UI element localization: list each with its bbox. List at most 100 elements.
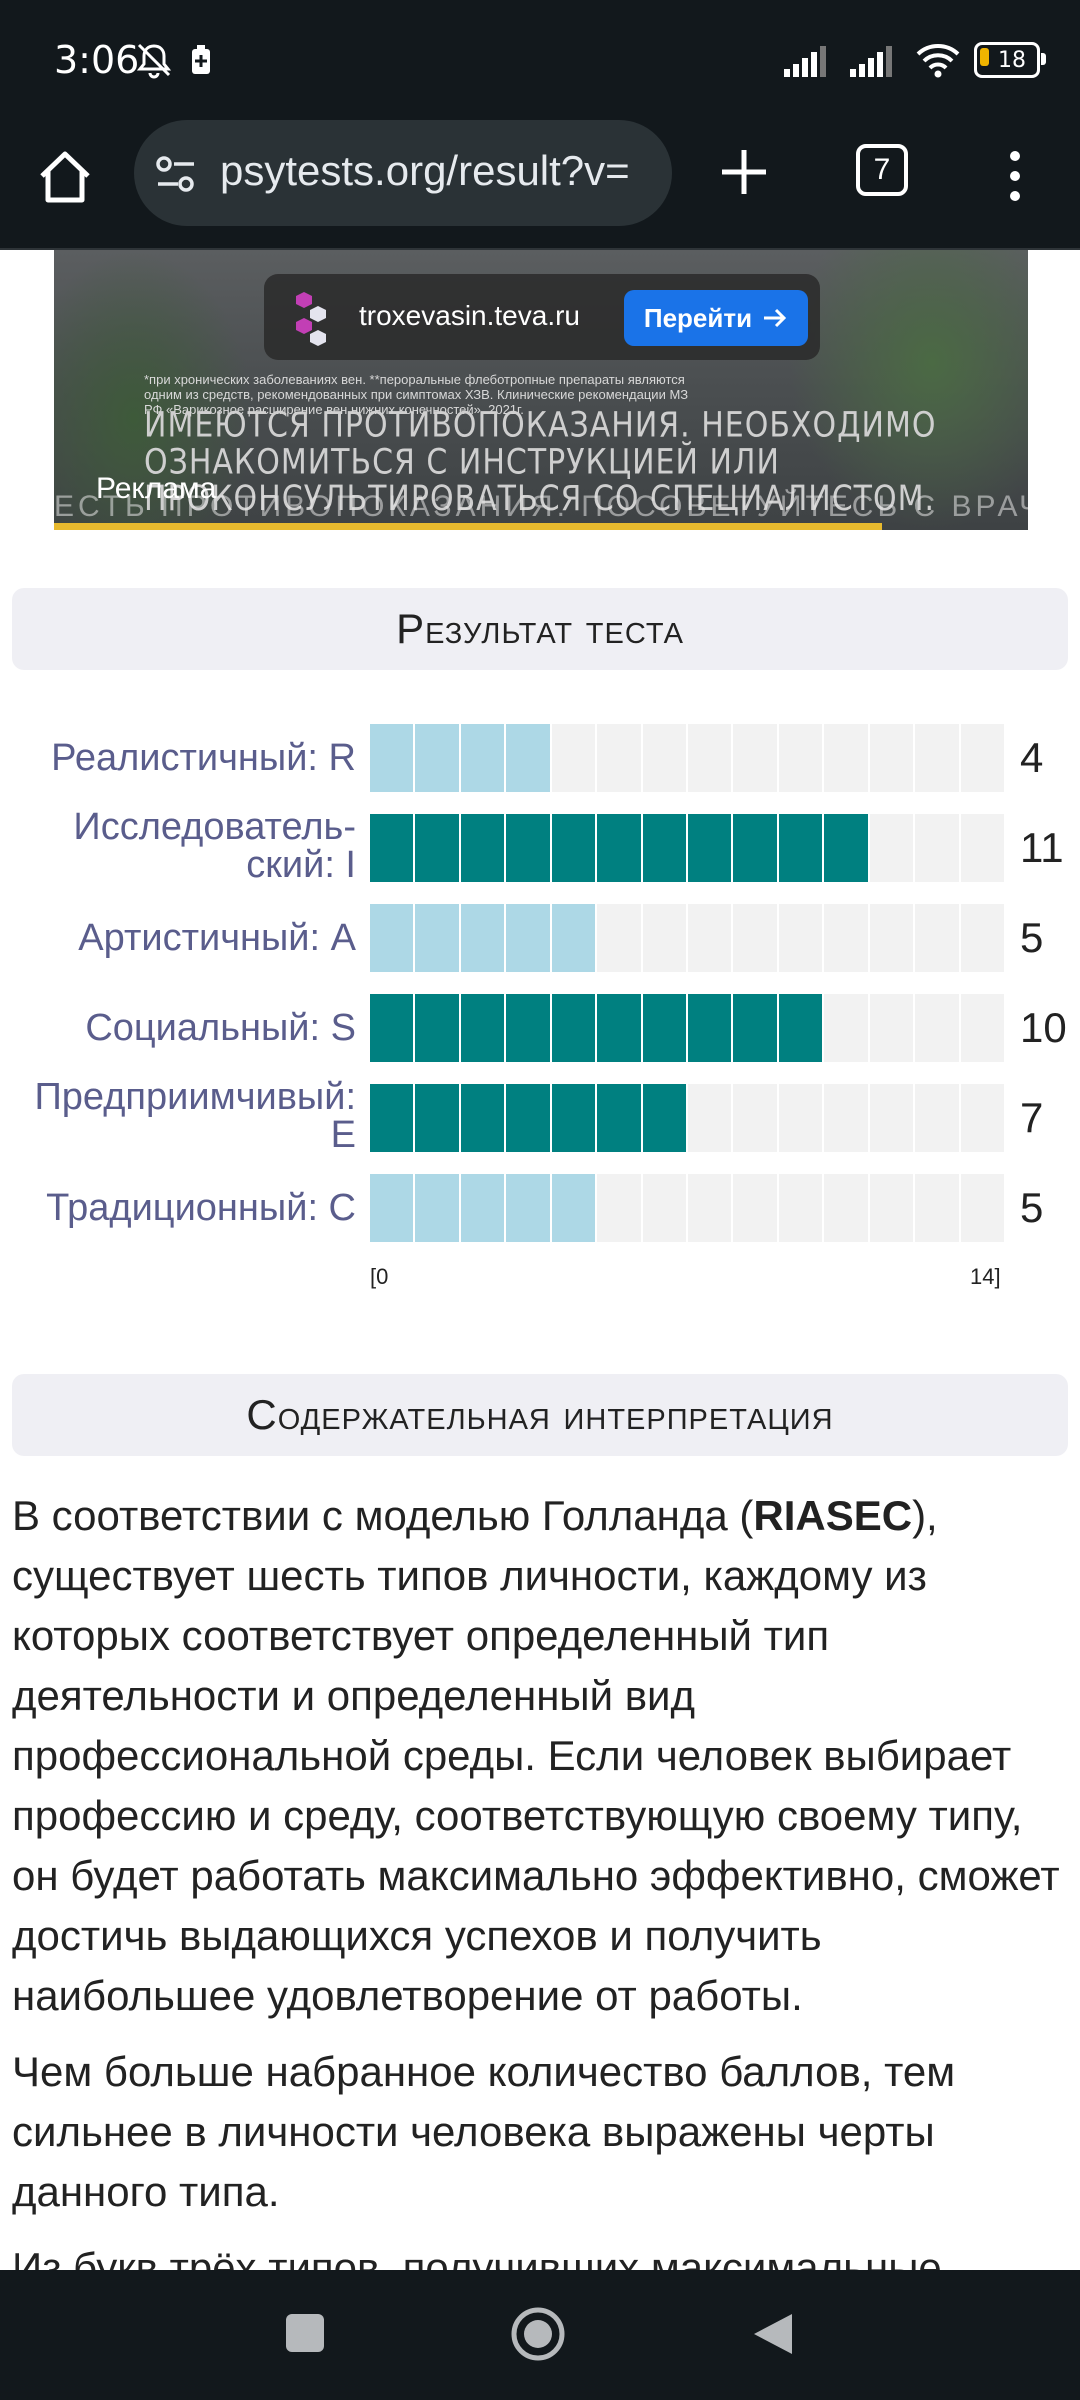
ad-go-button[interactable]: Перейти xyxy=(624,290,808,346)
bar-label: Исследователь-ский: I xyxy=(73,806,356,886)
empty-segment xyxy=(960,1084,1006,1152)
empty-segment xyxy=(960,1174,1006,1242)
bar-segment xyxy=(551,1174,598,1242)
bar-segment xyxy=(460,814,507,882)
bar-segment xyxy=(415,1084,461,1152)
empty-segment xyxy=(733,1084,779,1152)
bar-track xyxy=(370,994,1006,1062)
bar-segment xyxy=(415,814,461,882)
ad-banner[interactable]: *при хронических заболеваниях вен. **пер… xyxy=(54,250,1028,530)
status-time: 3:06 xyxy=(54,38,140,82)
bar-value: 7 xyxy=(1020,1094,1044,1141)
bar-segment xyxy=(506,994,552,1062)
empty-segment xyxy=(778,904,825,972)
bar-segment xyxy=(506,1084,552,1152)
axis-min-label: [0 xyxy=(370,1264,389,1289)
bar-segment xyxy=(733,994,779,1062)
system-nav-bar xyxy=(0,2270,1080,2400)
signal-icon xyxy=(784,46,826,77)
bar-value: 5 xyxy=(1020,1184,1044,1231)
address-bar[interactable]: psytests.org/result?v= xyxy=(134,120,672,226)
bar-segment xyxy=(415,994,461,1062)
empty-segment xyxy=(733,1174,779,1242)
interpretation-title-text: Содержательная интерпретация xyxy=(246,1391,834,1438)
bar-segment xyxy=(551,814,598,882)
bar-segment xyxy=(370,904,416,972)
empty-segment xyxy=(733,724,779,792)
bar-segment xyxy=(551,1084,598,1152)
new-tab-icon[interactable] xyxy=(714,142,774,202)
bar-value: 4 xyxy=(1020,734,1044,781)
result-title-text: Результат теста xyxy=(396,605,684,652)
bar-segment xyxy=(551,994,598,1062)
empty-segment xyxy=(915,724,961,792)
ad-warning-notice: Имеются противопоказания. Необходимо озн… xyxy=(144,405,937,520)
empty-segment xyxy=(869,904,916,972)
bar-segment xyxy=(370,1174,416,1242)
paragraph: В соответствии с моделью Голланда (RIASE… xyxy=(12,1492,1060,2019)
bar-segment xyxy=(370,814,416,882)
empty-segment xyxy=(597,1174,643,1242)
empty-segment xyxy=(551,724,598,792)
bar-label: Реалистичный: R xyxy=(51,737,356,779)
empty-segment xyxy=(915,1084,961,1152)
home-button[interactable] xyxy=(510,2306,566,2362)
recents-button[interactable] xyxy=(286,2314,324,2352)
bar-segment xyxy=(824,814,870,882)
back-button[interactable] xyxy=(750,2310,796,2358)
bar-segment xyxy=(597,994,643,1062)
bar-segment xyxy=(460,994,507,1062)
ad-go-label: Перейти xyxy=(643,302,753,333)
empty-segment xyxy=(915,994,961,1062)
empty-segment xyxy=(824,904,870,972)
bar-track xyxy=(370,1174,1006,1242)
bar-segment xyxy=(506,724,552,792)
paragraph: Из букв трёх типов, получивших максималь… xyxy=(12,2244,942,2272)
bar-segment xyxy=(460,904,507,972)
ad-bottom-notice: есть противопоказания. посоветуйтесь с в… xyxy=(54,490,1028,523)
bar-label: Артистичный: A xyxy=(78,917,356,959)
site-settings-icon[interactable] xyxy=(154,154,198,194)
empty-segment xyxy=(915,904,961,972)
bar-segment xyxy=(415,1174,461,1242)
tab-switcher-button[interactable]: 7 xyxy=(856,144,908,196)
empty-segment xyxy=(642,904,688,972)
bar-segment xyxy=(733,814,779,882)
riasec-bar-chart: Реалистичный: R 4 Исследователь-ский: I 11 А… xyxy=(0,700,1080,1300)
empty-segment xyxy=(960,904,1006,972)
bar-segment xyxy=(688,814,734,882)
more-menu-icon[interactable] xyxy=(1000,146,1030,206)
ad-domain: troxevasin.teva.ru xyxy=(359,300,580,331)
bar-segment xyxy=(506,814,552,882)
empty-segment xyxy=(960,814,1006,882)
empty-segment xyxy=(824,724,870,792)
bar-value: 5 xyxy=(1020,914,1044,961)
empty-segment xyxy=(688,724,734,792)
bar-segment xyxy=(778,814,825,882)
empty-segment xyxy=(778,1174,825,1242)
bar-track xyxy=(370,724,1006,792)
signal-icon xyxy=(850,46,892,77)
bar-track xyxy=(370,814,1006,882)
empty-segment xyxy=(778,724,825,792)
home-icon[interactable] xyxy=(30,142,100,212)
bar-value: 11 xyxy=(1020,824,1064,871)
battery-charging-icon xyxy=(192,45,210,74)
axis-max-label: 14] xyxy=(970,1264,1001,1289)
bar-segment xyxy=(506,904,552,972)
interpretation-text: В соответствии с моделью Голланда (RIASE… xyxy=(12,1486,1072,2288)
url-text: psytests.org/result?v= xyxy=(220,147,630,194)
empty-segment xyxy=(824,1174,870,1242)
empty-segment xyxy=(642,1174,688,1242)
bar-segment xyxy=(506,1174,552,1242)
empty-segment xyxy=(915,1174,961,1242)
ad-small-notice: *при хронических заболеваниях вен. **пер… xyxy=(144,372,689,417)
bar-segment xyxy=(460,724,507,792)
empty-segment xyxy=(778,1084,825,1152)
bar-segment xyxy=(460,1174,507,1242)
bar-segment xyxy=(688,994,734,1062)
bar-segment xyxy=(778,994,825,1062)
bar-track xyxy=(370,1084,1006,1152)
bar-segment xyxy=(551,904,598,972)
ad-cta-bar[interactable]: troxevasin.teva.ru Перейти xyxy=(264,274,820,360)
